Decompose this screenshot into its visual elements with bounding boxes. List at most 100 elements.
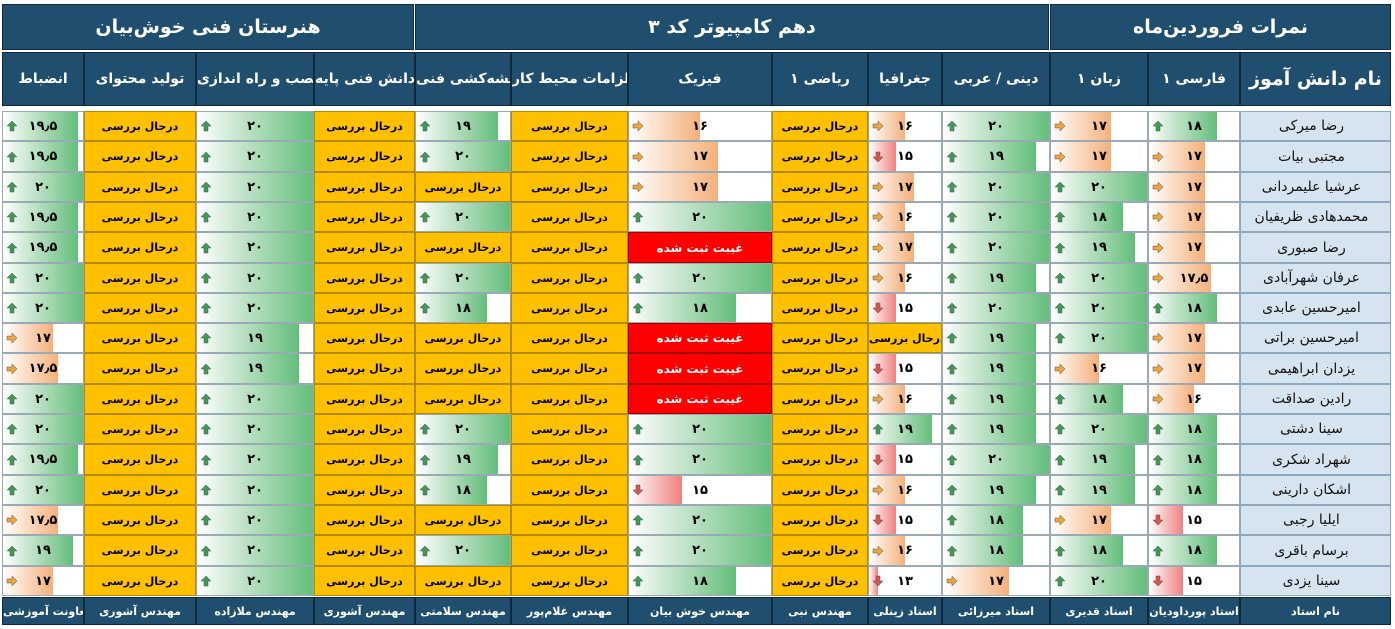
grade-riazi-pending[interactable]: درحال بررسی: [772, 353, 868, 384]
grade-joghrafia[interactable]: ۱۹: [868, 414, 942, 444]
grade-elzamat-pending[interactable]: درحال بررسی: [511, 535, 628, 566]
grade-nasb[interactable]: ۲۰: [196, 263, 314, 293]
student-name[interactable]: مجتبی بیات: [1240, 141, 1391, 172]
grade-zaban[interactable]: ۱۸: [1050, 202, 1148, 232]
grade-naghshe-pending[interactable]: درحال بررسی: [415, 353, 511, 384]
grade-enzebat[interactable]: ۲۰: [2, 263, 84, 293]
grade-fizik[interactable]: ۱۸: [628, 293, 772, 323]
grade-zaban[interactable]: ۲۰: [1050, 414, 1148, 444]
grade-danesh-pending[interactable]: درحال بررسی: [314, 172, 415, 202]
grade-nasb[interactable]: ۲۰: [196, 475, 314, 505]
grade-enzebat[interactable]: ۲۰: [2, 475, 84, 505]
student-name[interactable]: رادین صداقت: [1240, 384, 1391, 414]
grade-farsi[interactable]: ۱۸: [1148, 414, 1240, 444]
grade-riazi-pending[interactable]: درحال بررسی: [772, 141, 868, 172]
grade-nasb[interactable]: ۲۰: [196, 202, 314, 232]
student-name[interactable]: سینا یزدی: [1240, 566, 1391, 596]
grade-enzebat[interactable]: ۱۷٫۵: [2, 505, 84, 535]
student-name[interactable]: عرشیا علیمردانی: [1240, 172, 1391, 202]
grade-tolid-pending[interactable]: درحال بررسی: [84, 353, 196, 384]
student-name[interactable]: ایلیا رجبی: [1240, 505, 1391, 535]
grade-danesh-pending[interactable]: درحال بررسی: [314, 293, 415, 323]
grade-tolid-pending[interactable]: درحال بررسی: [84, 323, 196, 353]
grade-naghshe[interactable]: ۱۹: [415, 444, 511, 475]
grade-danesh-pending[interactable]: درحال بررسی: [314, 505, 415, 535]
grade-elzamat-pending[interactable]: درحال بررسی: [511, 353, 628, 384]
grade-dini[interactable]: ۱۹: [942, 263, 1050, 293]
grade-nasb[interactable]: ۲۰: [196, 566, 314, 596]
grade-zaban[interactable]: ۱۷: [1050, 111, 1148, 141]
grade-zaban[interactable]: ۱۷: [1050, 505, 1148, 535]
grade-enzebat[interactable]: ۱۹٫۵: [2, 444, 84, 475]
grade-dini[interactable]: ۲۰: [942, 293, 1050, 323]
grade-enzebat[interactable]: ۱۷: [2, 566, 84, 596]
grade-danesh-pending[interactable]: درحال بررسی: [314, 323, 415, 353]
grade-fizik[interactable]: ۱۷: [628, 172, 772, 202]
grade-danesh-pending[interactable]: درحال بررسی: [314, 535, 415, 566]
column-header-farsi[interactable]: فارسی ۱: [1148, 52, 1240, 106]
grade-tolid-pending[interactable]: درحال بررسی: [84, 141, 196, 172]
grade-nasb[interactable]: ۱۹: [196, 323, 314, 353]
grade-farsi[interactable]: ۱۸: [1148, 475, 1240, 505]
grade-riazi-pending[interactable]: درحال بررسی: [772, 505, 868, 535]
grade-nasb[interactable]: ۱۹: [196, 353, 314, 384]
grade-enzebat[interactable]: ۱۷: [2, 323, 84, 353]
student-name[interactable]: محمدهادی ظریفیان: [1240, 202, 1391, 232]
student-name[interactable]: عرفان شهرآبادی: [1240, 263, 1391, 293]
grade-farsi[interactable]: ۱۷: [1148, 141, 1240, 172]
grade-farsi[interactable]: ۱۷: [1148, 323, 1240, 353]
grade-fizik-absent[interactable]: غیبت ثبت شده: [628, 323, 772, 353]
grade-riazi-pending[interactable]: درحال بررسی: [772, 566, 868, 596]
student-name[interactable]: سینا دشتی: [1240, 414, 1391, 444]
grade-tolid-pending[interactable]: درحال بررسی: [84, 535, 196, 566]
grade-tolid-pending[interactable]: درحال بررسی: [84, 172, 196, 202]
grade-riazi-pending[interactable]: درحال بررسی: [772, 475, 868, 505]
column-header-elzamat[interactable]: الزامات محیط کار: [511, 52, 628, 106]
grade-naghshe[interactable]: ۱۹: [415, 111, 511, 141]
column-header-tolid[interactable]: تولید محتوای: [84, 52, 196, 106]
grade-tolid-pending[interactable]: درحال بررسی: [84, 444, 196, 475]
student-name[interactable]: یزدان ابراهیمی: [1240, 353, 1391, 384]
grade-tolid-pending[interactable]: درحال بررسی: [84, 566, 196, 596]
grade-dini[interactable]: ۲۰: [942, 232, 1050, 263]
grade-zaban[interactable]: ۲۰: [1050, 566, 1148, 596]
grade-naghshe[interactable]: ۲۰: [415, 535, 511, 566]
grade-naghshe-pending[interactable]: درحال بررسی: [415, 566, 511, 596]
grade-dini[interactable]: ۱۸: [942, 535, 1050, 566]
grade-zaban[interactable]: ۲۰: [1050, 293, 1148, 323]
grade-enzebat[interactable]: ۱۹٫۵: [2, 111, 84, 141]
column-header-joghrafia[interactable]: جغرافیا: [868, 52, 942, 106]
grade-nasb[interactable]: ۲۰: [196, 505, 314, 535]
grade-farsi[interactable]: ۱۵: [1148, 505, 1240, 535]
grade-zaban[interactable]: ۲۰: [1050, 263, 1148, 293]
grade-zaban[interactable]: ۱۹: [1050, 475, 1148, 505]
grade-dini[interactable]: ۱۹: [942, 384, 1050, 414]
grade-fizik[interactable]: ۱۷: [628, 141, 772, 172]
grade-farsi[interactable]: ۱۸: [1148, 111, 1240, 141]
grade-elzamat-pending[interactable]: درحال بررسی: [511, 232, 628, 263]
student-name[interactable]: برسام باقری: [1240, 535, 1391, 566]
grade-zaban[interactable]: ۲۰: [1050, 323, 1148, 353]
grade-naghshe-pending[interactable]: درحال بررسی: [415, 323, 511, 353]
column-header-nasb[interactable]: نصب و راه اندازی: [196, 52, 314, 106]
grade-dini[interactable]: ۲۰: [942, 111, 1050, 141]
grade-farsi[interactable]: ۱۷٫۵: [1148, 263, 1240, 293]
grade-naghshe[interactable]: ۲۰: [415, 263, 511, 293]
column-header-naghshe[interactable]: نقشه‌کشی فنی: [415, 52, 511, 106]
column-header-riazi[interactable]: ریاضی ۱: [772, 52, 868, 106]
grade-enzebat[interactable]: ۲۰: [2, 172, 84, 202]
grade-elzamat-pending[interactable]: درحال بررسی: [511, 505, 628, 535]
grade-riazi-pending[interactable]: درحال بررسی: [772, 444, 868, 475]
grade-dini[interactable]: ۱۷: [942, 566, 1050, 596]
grade-joghrafia[interactable]: ۱۳: [868, 566, 942, 596]
grade-elzamat-pending[interactable]: درحال بررسی: [511, 566, 628, 596]
grade-riazi-pending[interactable]: درحال بررسی: [772, 172, 868, 202]
grade-riazi-pending[interactable]: درحال بررسی: [772, 202, 868, 232]
grade-danesh-pending[interactable]: درحال بررسی: [314, 202, 415, 232]
grade-farsi[interactable]: ۱۷: [1148, 172, 1240, 202]
grade-enzebat[interactable]: ۲۰: [2, 384, 84, 414]
grade-riazi-pending[interactable]: درحال بررسی: [772, 535, 868, 566]
grade-riazi-pending[interactable]: درحال بررسی: [772, 263, 868, 293]
grade-naghshe[interactable]: ۲۰: [415, 141, 511, 172]
grade-dini[interactable]: ۲۰: [942, 444, 1050, 475]
